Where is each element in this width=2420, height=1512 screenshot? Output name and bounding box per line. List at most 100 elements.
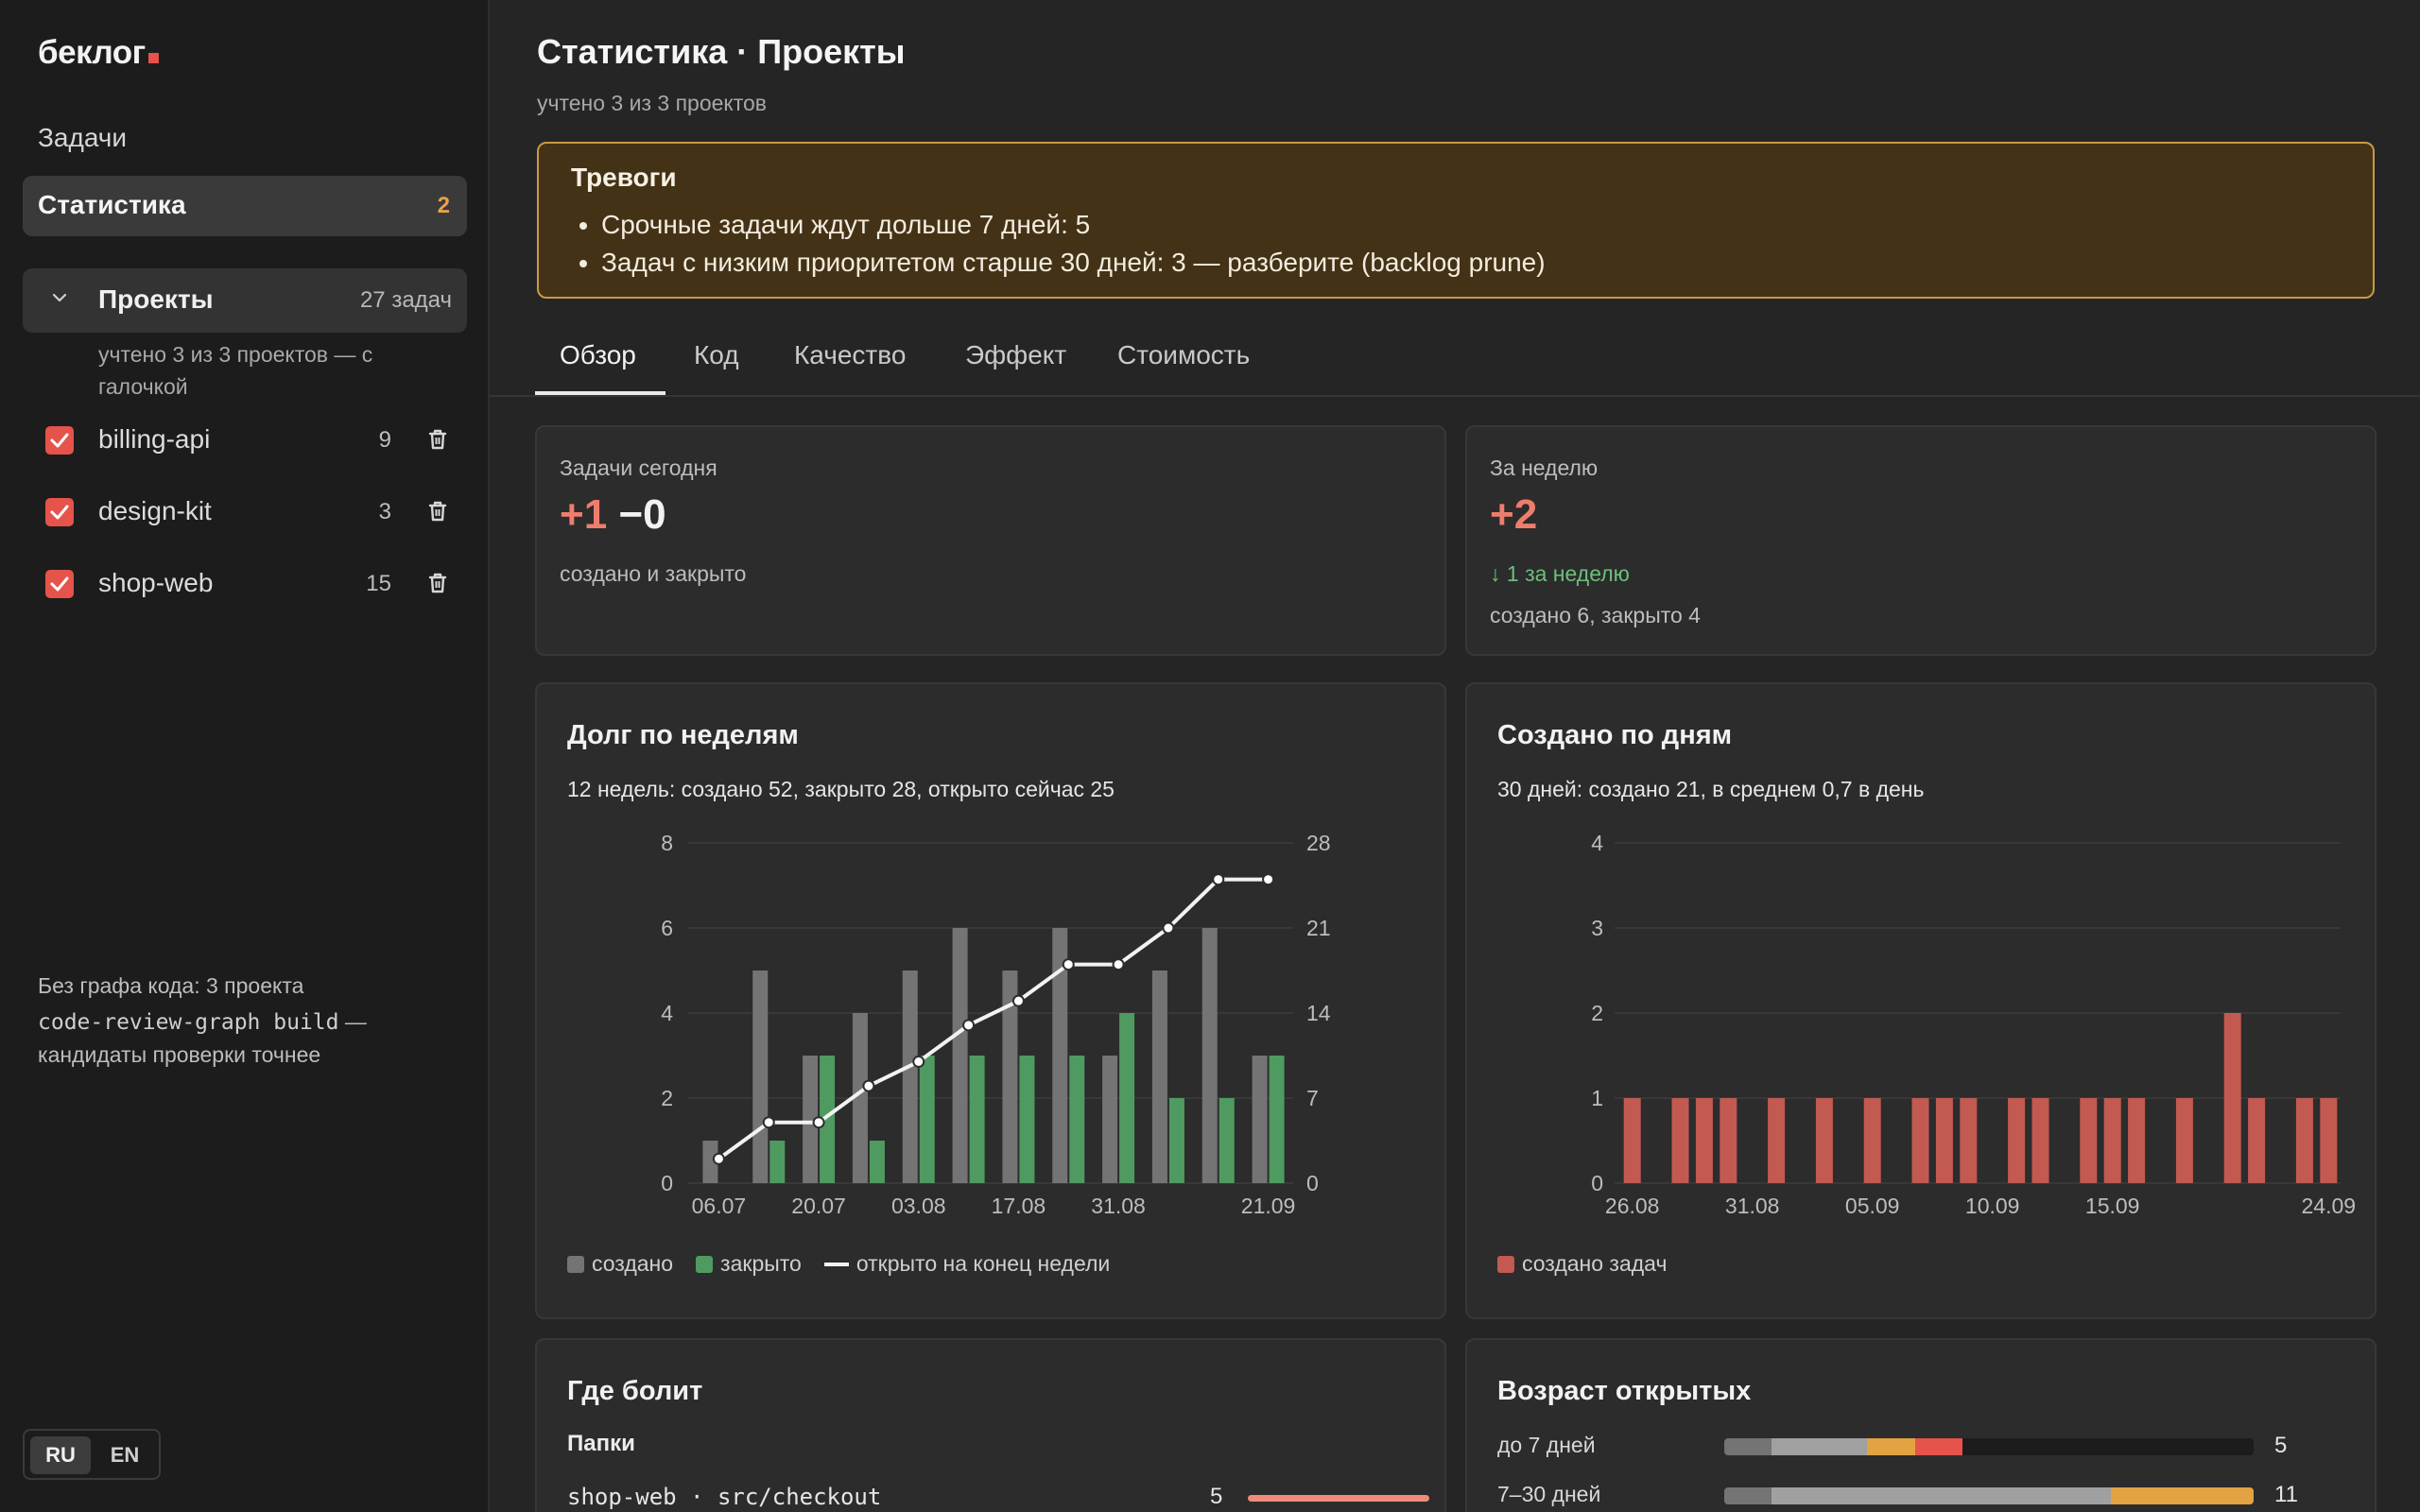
bar-closed (969, 1056, 985, 1183)
legend-item-open: открыто на конец недели (823, 1251, 1110, 1277)
age-row-count: 11 (2274, 1482, 2298, 1507)
bar-closed (1168, 1098, 1184, 1183)
project-row[interactable]: design-kit 3 (45, 493, 452, 531)
point-open (1262, 873, 1275, 886)
legend-swatch-closed (696, 1256, 714, 1273)
tab-cost[interactable]: Стоимость (1117, 340, 1251, 369)
bar-closed (869, 1141, 885, 1183)
week-label: За неделю (1490, 455, 1599, 480)
age-bar-segment (1772, 1487, 2111, 1504)
bar-daily (1960, 1098, 1978, 1183)
age-bar (1724, 1487, 2254, 1504)
alerts-title: Тревоги (571, 163, 677, 192)
nav-item-stats-label: Статистика (38, 190, 186, 219)
trash-icon[interactable] (424, 425, 452, 454)
y2-tick-label: 21 (1306, 916, 1331, 940)
bar-closed (769, 1141, 786, 1183)
x-tick-label: 26.08 (1605, 1194, 1660, 1218)
pain-title: Где болит (567, 1376, 703, 1406)
alerts-panel: Тревоги Срочные задачи ждут дольше 7 дне… (537, 142, 2375, 299)
y-tick-label: 0 (1591, 1171, 1603, 1195)
weekly-debt-title: Долг по неделям (567, 720, 799, 750)
alert-item: Срочные задачи ждут дольше 7 дней: 5 (601, 206, 1546, 244)
bar-daily (2103, 1098, 2121, 1183)
y2-tick-label: 7 (1306, 1086, 1319, 1110)
tab-code[interactable]: Код (694, 340, 739, 369)
line-open (717, 877, 1269, 1160)
pain-row[interactable]: shop-web · src/checkout 5 (567, 1480, 1429, 1512)
legend-line-open (823, 1263, 849, 1266)
bar-daily (1911, 1098, 1929, 1183)
project-row[interactable]: shop-web 15 (45, 565, 452, 603)
x-tick-label: 17.08 (992, 1194, 1046, 1218)
no-graph-dash: — (338, 1009, 367, 1034)
daily-created-card: Создано по дням 30 дней: создано 21, в с… (1465, 682, 2377, 1319)
bar-closed (1069, 1056, 1085, 1183)
projects-group-toggle[interactable]: Проекты 27 задач (23, 268, 467, 333)
bar-created (852, 1013, 868, 1183)
week-card: За неделю +2 ↓ 1 за неделю создано 6, за… (1465, 425, 2377, 656)
tab-quality[interactable]: Качество (794, 340, 907, 369)
project-checkbox[interactable] (45, 498, 74, 526)
tab-effect[interactable]: Эффект (965, 340, 1067, 369)
bar-closed (919, 1056, 935, 1183)
bar-daily (1720, 1098, 1737, 1183)
no-graph-tail: кандидаты проверки точнее (38, 1042, 321, 1067)
nav-item-stats[interactable]: Статистика 2 (23, 176, 467, 236)
bar-created (1252, 1056, 1268, 1183)
bar-daily (2248, 1098, 2266, 1183)
age-row: до 7 дней 5 (1497, 1429, 2344, 1467)
age-bar-segment (1724, 1487, 1772, 1504)
lang-en-button[interactable]: EN (110, 1443, 140, 1467)
trash-icon[interactable] (424, 569, 452, 597)
legend-item-closed: закрыто (696, 1251, 802, 1277)
bar-daily (2031, 1098, 2049, 1183)
language-switch: RU EN (23, 1429, 161, 1480)
bar-daily (1935, 1098, 1953, 1183)
age-row-count: 5 (2274, 1433, 2288, 1458)
bar-created (902, 971, 918, 1183)
today-label: Задачи сегодня (560, 455, 717, 480)
y-tick-label: 3 (1591, 916, 1603, 940)
bar-daily (2080, 1098, 2098, 1183)
bar-daily (1695, 1098, 1713, 1183)
project-row[interactable]: billing-api 9 (45, 421, 452, 459)
age-title: Возраст открытых (1497, 1376, 1752, 1406)
no-graph-command: code-review-graph build (38, 1010, 339, 1035)
pain-card: Где болит Папки shop-web · src/checkout … (535, 1338, 1446, 1512)
age-bar-segment (2110, 1487, 2254, 1504)
project-checkbox[interactable] (45, 426, 74, 455)
bar-created (1151, 971, 1167, 1183)
projects-label: Проекты (98, 284, 214, 314)
daily-created-legend: создано задач (1497, 1251, 1667, 1277)
projects-count: 27 задач (359, 287, 452, 313)
age-row-label: до 7 дней (1497, 1433, 1596, 1457)
lang-ru-button[interactable]: RU (30, 1436, 91, 1474)
pain-folders-label: Папки (567, 1431, 635, 1456)
nav-item-tasks[interactable]: Задачи (38, 123, 128, 152)
bar-closed (1219, 1098, 1235, 1183)
weekly-debt-card: Долг по неделям 12 недель: создано 52, з… (535, 682, 1446, 1319)
pain-path: shop-web · src/checkout (567, 1484, 882, 1510)
x-tick-label: 31.08 (1725, 1194, 1780, 1218)
today-card: Задачи сегодня +1 −0 создано и закрыто (535, 425, 1446, 656)
x-tick-label: 24.09 (2302, 1194, 2357, 1218)
logo[interactable]: беклог (38, 34, 159, 72)
bar-closed (1019, 1056, 1035, 1183)
age-bar-segment (1724, 1438, 1772, 1455)
project-count: 3 (378, 499, 391, 524)
bar-daily (2008, 1098, 2026, 1183)
age-bar-segment (1772, 1438, 1868, 1455)
page-title: Статистика · Проекты (537, 32, 906, 71)
project-name: shop-web (98, 568, 214, 597)
project-checkbox[interactable] (45, 570, 74, 598)
bar-daily (1863, 1098, 1881, 1183)
stats-badge: 2 (437, 193, 450, 218)
point-open (962, 1019, 976, 1032)
bar-created (952, 928, 968, 1183)
bar-daily (2128, 1098, 2146, 1183)
tab-overview[interactable]: Обзор (560, 340, 636, 369)
y2-tick-label: 0 (1306, 1171, 1319, 1195)
trash-icon[interactable] (424, 497, 452, 525)
legend-item-daily: создано задач (1497, 1251, 1667, 1277)
